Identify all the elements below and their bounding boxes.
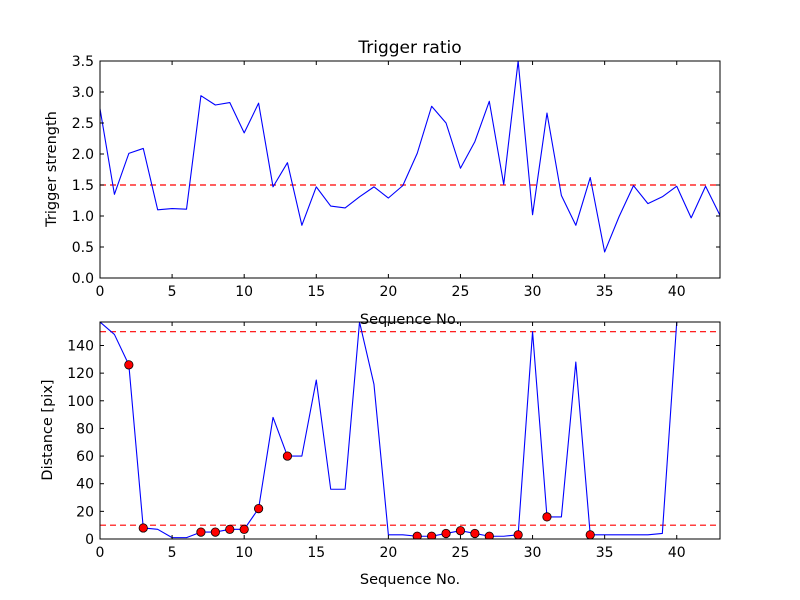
- y-tick-label: 2.5: [72, 116, 94, 132]
- y-tick-label: 80: [76, 421, 94, 437]
- x-tick-label: 25: [452, 545, 470, 561]
- x-tick-label: 35: [596, 545, 614, 561]
- x-tick-label: 5: [168, 545, 177, 561]
- y-tick-label: 3.0: [72, 85, 94, 101]
- data-point: [470, 528, 480, 539]
- x-tick-label: 15: [307, 545, 325, 561]
- data-point: [254, 503, 264, 514]
- y-tick-label: 0.5: [72, 240, 94, 256]
- x-tick-label: 5: [168, 284, 177, 300]
- plot-area: [100, 61, 720, 253]
- data-point: [412, 531, 422, 539]
- x-tick-label: 15: [307, 284, 325, 300]
- x-tick-label: 40: [668, 284, 686, 300]
- x-tick-label: 20: [379, 545, 397, 561]
- data-point: [124, 360, 134, 370]
- y-tick-label: 120: [67, 366, 94, 382]
- y-tick-label: 100: [67, 394, 94, 410]
- trigger-ratio-panel: Trigger ratio Sequence No. Trigger stren…: [44, 38, 721, 328]
- x-tick-label: 25: [452, 284, 470, 300]
- x-tick-label: 10: [235, 284, 253, 300]
- data-point: [441, 528, 451, 539]
- series-line: [100, 61, 720, 253]
- data-point: [513, 530, 523, 539]
- x-tick-label: 0: [96, 284, 105, 300]
- data-point: [210, 527, 220, 537]
- y-axis-title: Distance [pix]: [40, 379, 56, 480]
- y-tick-label: 2.0: [72, 147, 94, 163]
- series-line: [100, 322, 678, 539]
- y-tick-label: 0.0: [72, 271, 94, 287]
- x-tick-label: 30: [524, 545, 542, 561]
- data-point: [542, 512, 552, 522]
- data-point: [455, 526, 466, 536]
- data-point: [484, 531, 494, 539]
- y-tick-label: 140: [67, 338, 94, 354]
- y-tick-label: 1.0: [72, 209, 94, 225]
- y-tick-label: 20: [76, 504, 94, 520]
- x-axis-title: Sequence No.: [360, 312, 460, 328]
- plot-area: [100, 322, 720, 539]
- data-point: [585, 530, 595, 539]
- y-tick-label: 0: [85, 532, 94, 548]
- x-axis-title: Sequence No.: [360, 572, 460, 588]
- y-axis-title: Trigger strength: [44, 111, 60, 228]
- y-tick-label: 60: [76, 449, 94, 465]
- x-tick-label: 20: [379, 284, 397, 300]
- x-tick-label: 30: [524, 284, 542, 300]
- data-point: [282, 451, 293, 461]
- y-tick-label: 3.5: [72, 54, 94, 70]
- chart-title: Trigger ratio: [357, 38, 461, 58]
- data-point: [138, 523, 148, 533]
- data-point: [427, 531, 437, 539]
- data-point: [196, 527, 206, 537]
- distance-panel: Sequence No. Distance [pix] 0 5 10 15 20 25 30…: [40, 321, 721, 588]
- x-tick-label: 10: [235, 545, 253, 561]
- y-tick-label: 40: [76, 477, 94, 493]
- axes-frame: [99, 60, 721, 279]
- x-tick-label: 0: [96, 545, 105, 561]
- axes-frame: [99, 321, 721, 540]
- x-tick-label: 40: [668, 545, 686, 561]
- x-tick-label: 35: [596, 284, 614, 300]
- data-point: [239, 524, 249, 534]
- data-point: [225, 524, 235, 534]
- y-tick-label: 1.5: [72, 178, 94, 194]
